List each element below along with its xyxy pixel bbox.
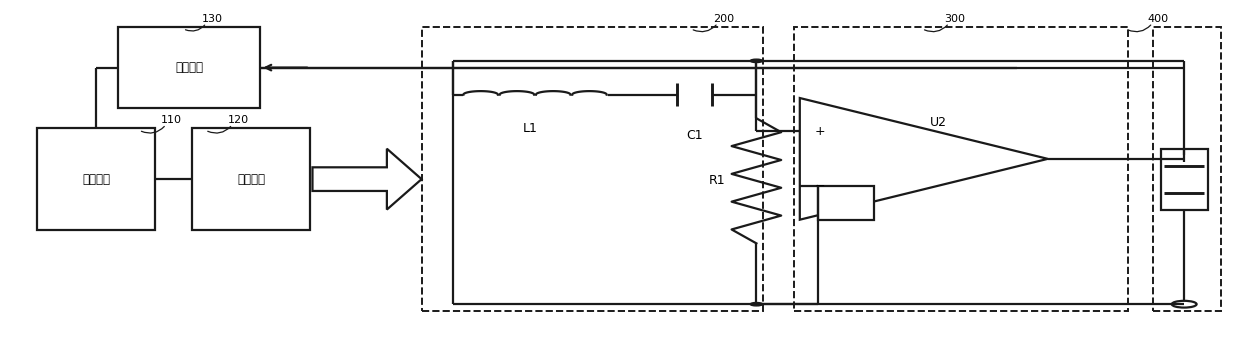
Text: 驱动单元: 驱动单元 — [237, 173, 265, 186]
Circle shape — [750, 303, 763, 306]
Text: 130: 130 — [201, 14, 222, 24]
Bar — [794, 27, 1128, 311]
Text: 控制单元: 控制单元 — [82, 173, 110, 186]
Text: 110: 110 — [161, 115, 182, 125]
Circle shape — [750, 59, 763, 63]
Bar — [1161, 149, 1208, 210]
Text: 120: 120 — [228, 115, 249, 125]
Polygon shape — [312, 149, 422, 210]
Polygon shape — [800, 98, 1048, 220]
Text: 400: 400 — [1147, 14, 1169, 24]
Bar — [118, 27, 260, 108]
Bar — [818, 186, 874, 220]
Bar — [422, 27, 763, 311]
Text: L1: L1 — [523, 122, 537, 135]
Bar — [192, 128, 310, 230]
Bar — [1153, 27, 1221, 311]
Text: U2: U2 — [930, 116, 947, 129]
Text: C1: C1 — [686, 129, 703, 142]
Text: 200: 200 — [713, 14, 734, 24]
Text: +: + — [815, 125, 826, 138]
Bar — [37, 128, 155, 230]
Text: 300: 300 — [945, 14, 965, 24]
Text: R1: R1 — [709, 174, 725, 187]
Text: 检测单元: 检测单元 — [175, 61, 203, 74]
Text: −: − — [815, 180, 825, 193]
